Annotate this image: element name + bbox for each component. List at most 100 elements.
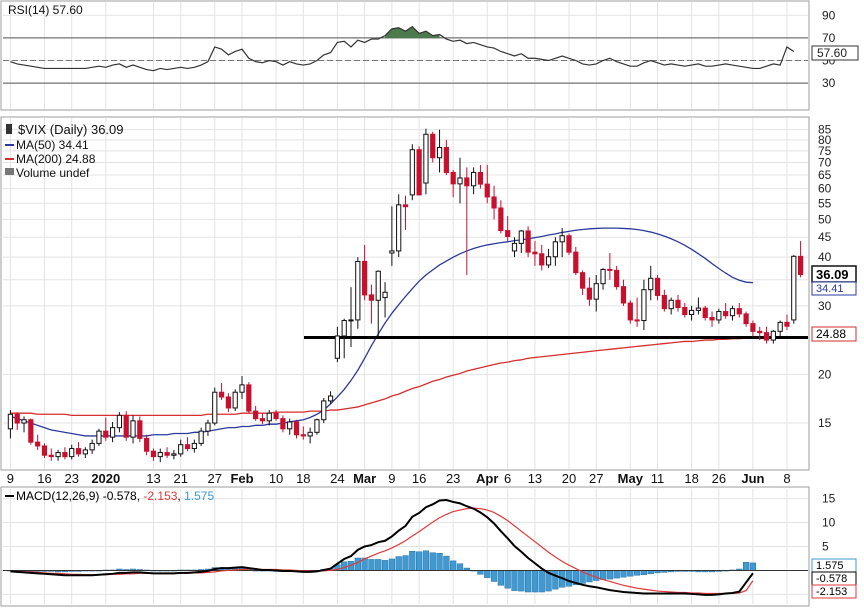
candle-body — [157, 452, 163, 458]
date-label: 11 — [651, 471, 665, 486]
rsi-badge: 57.60 — [811, 45, 859, 61]
macd-histogram-bar — [565, 570, 573, 587]
candle-body — [579, 272, 586, 289]
date-label: 10 — [269, 471, 283, 486]
rsi-badge-value: 57.60 — [817, 46, 847, 60]
candle-body — [484, 183, 490, 198]
date-label: 16 — [412, 471, 426, 486]
date-label: 26 — [712, 471, 726, 486]
candle-body — [586, 287, 593, 300]
candle-body — [205, 422, 211, 432]
date-label: 13 — [528, 471, 542, 486]
candle-body — [763, 332, 770, 341]
candle-body — [191, 442, 197, 450]
candle-body — [48, 454, 54, 458]
candle-body — [75, 448, 82, 455]
candle-body — [137, 420, 143, 439]
candle-body — [729, 308, 736, 317]
date-axis: 9 16 23 2020 13 21 27 Feb 10 18 24 Mar 9 16 23 Apr 6 13 20… — [7, 471, 791, 486]
price-tick-label: 15 — [818, 416, 832, 430]
price-tick-label: 50 — [818, 212, 832, 226]
candle-body — [688, 309, 695, 315]
date-label: 21 — [173, 471, 187, 486]
macd-histogram-bar — [484, 570, 491, 578]
rsi-frame — [0, 0, 810, 111]
macd-badge-value: -0.578 — [816, 573, 847, 585]
date-label: 18 — [684, 471, 698, 486]
macd-histogram-bar — [749, 562, 757, 571]
candle-body — [607, 268, 613, 271]
macd-histogram-bar — [586, 570, 593, 583]
macd-histogram-bar — [381, 560, 389, 571]
candle-body — [355, 260, 361, 321]
macd-histogram-bar — [456, 563, 464, 571]
signal-badge-box — [811, 584, 857, 599]
candle-body — [511, 242, 518, 252]
candle-body — [539, 253, 545, 266]
candle-body — [396, 204, 402, 252]
macd-tick-label: 15 — [822, 492, 836, 506]
price-title: $VIX (Daily) 36.09 — [6, 122, 124, 137]
date-label: 9 — [388, 471, 395, 486]
date-label: Mar — [353, 471, 376, 486]
macd-histogram-bar — [538, 570, 545, 593]
candle-body — [225, 396, 232, 409]
candle-body — [327, 395, 334, 402]
candle-body — [293, 421, 300, 436]
candle-body — [144, 437, 150, 452]
candle-body — [375, 270, 381, 301]
macd-histogram-bar — [518, 570, 525, 592]
candle-body — [287, 421, 293, 430]
macd-histogram-bar — [402, 555, 409, 571]
candle-body — [518, 230, 524, 244]
price-axis: 8580757065605550454035302015 — [818, 123, 832, 430]
macd-histogram-bar — [450, 560, 457, 571]
price-grid — [3, 118, 808, 469]
price-badges: 36.09 34.41 24.88 — [811, 265, 857, 342]
candle-body — [55, 452, 61, 458]
rsi-line — [10, 25, 795, 72]
candle-body — [300, 434, 306, 437]
candle-body — [253, 410, 259, 420]
candle-body — [184, 444, 191, 450]
candle-body — [552, 241, 558, 258]
macd-histogram-bar — [395, 556, 402, 571]
candle-body — [620, 286, 627, 304]
macd-histogram-bar — [606, 570, 613, 580]
candle-body — [232, 391, 238, 409]
rsi-tick-label: 70 — [822, 31, 836, 45]
candle-body — [593, 283, 599, 300]
candle-body — [307, 431, 313, 437]
candle-body — [123, 414, 129, 438]
macd-histogram-bar — [627, 570, 634, 577]
rsi-tick-label: 90 — [822, 8, 836, 22]
candle-body — [545, 256, 552, 266]
candle-body — [498, 207, 504, 232]
date-label: 18 — [296, 471, 310, 486]
ma200-badge-value: 24.88 — [816, 327, 846, 341]
macd-title-part-sep: , — [177, 489, 184, 503]
date-label: 20 — [562, 471, 576, 486]
candle-body — [273, 412, 279, 420]
date-label: May — [618, 471, 644, 486]
candle-body — [28, 419, 34, 443]
date-label: 8 — [783, 471, 790, 486]
ma50-badge-value: 34.41 — [816, 283, 844, 295]
macd-histogram-bar — [647, 570, 654, 575]
date-label: 23 — [446, 471, 460, 486]
candle-body — [464, 177, 470, 187]
macd-histogram-bar — [620, 570, 627, 578]
macd-histogram-bar — [443, 555, 450, 571]
price-legend: MA(50) 34.41 MA(200) 24.88 Volume undef — [5, 138, 96, 180]
candle-body — [7, 413, 14, 430]
macd-title: MACD(12,26,9) -0.578, -2.153, 1.575 — [5, 489, 214, 503]
candle-body — [116, 414, 123, 429]
candle-body — [348, 319, 354, 322]
candle-body — [791, 255, 797, 321]
candle-body — [491, 196, 497, 209]
macd-line — [10, 499, 754, 596]
macd-tick-label: 10 — [822, 516, 836, 530]
candle-body — [246, 384, 252, 412]
date-label: 16 — [37, 471, 51, 486]
